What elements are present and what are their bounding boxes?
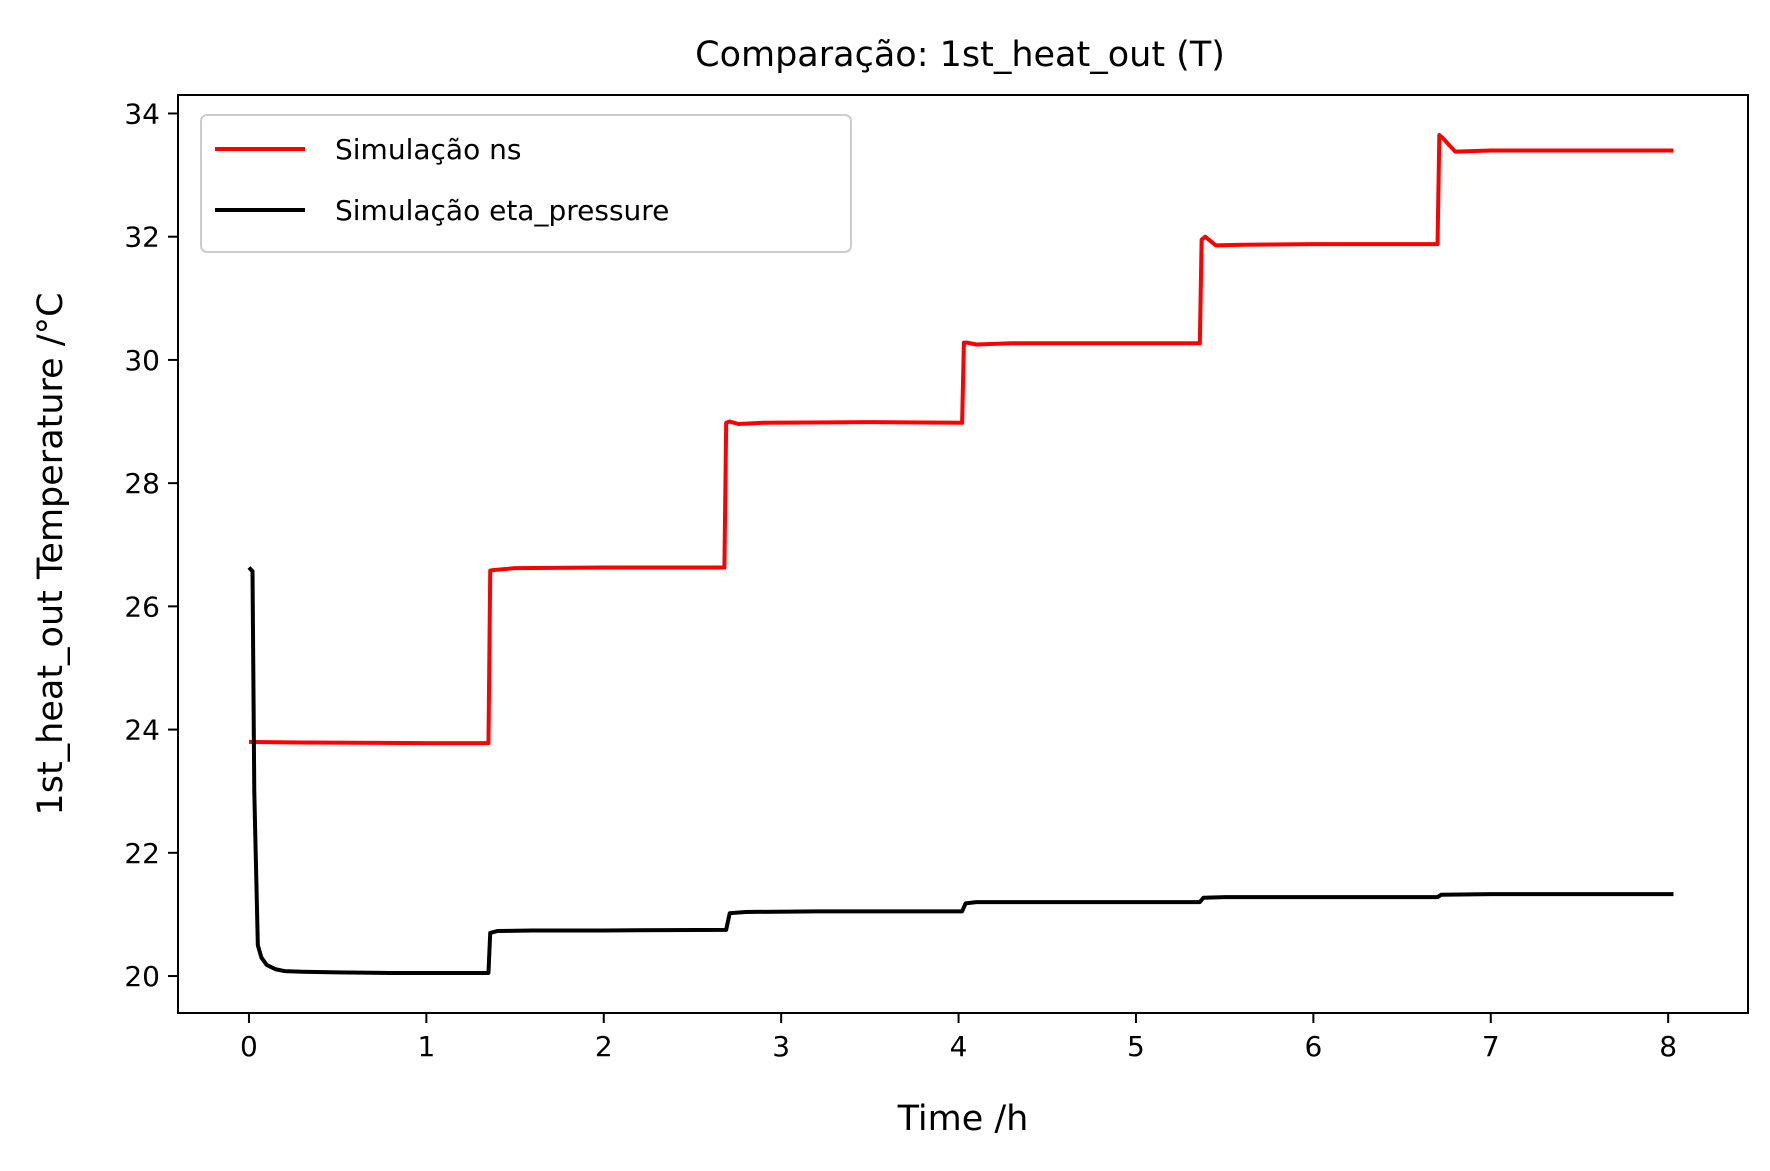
y-axis-ticks: 20 22 24 26 28 30 32 34 [124,97,178,993]
x-tick-label: 0 [240,1030,258,1063]
plot-area-frame [177,94,1749,1014]
series-line-1 [247,566,1674,975]
y-tick-label: 28 [124,467,160,500]
y-tick-label: 26 [124,590,160,623]
legend-box [200,114,852,253]
x-tick-label: 1 [417,1030,435,1063]
y-axis-label: 1st_heat_out Temperature /°C [31,292,71,815]
x-tick-label: 3 [772,1030,790,1063]
series-layer [247,133,1674,975]
y-tick-label: 22 [124,837,160,870]
x-axis-label: Time /h [897,1099,1029,1139]
legend-label-ns: Simulação ns [335,133,521,166]
x-tick-label: 5 [1127,1030,1145,1063]
x-axis-ticks: 0 1 2 3 4 5 6 7 8 [240,1013,1677,1063]
legend-label-eta-pressure: Simulação eta_pressure [335,194,669,227]
y-tick-label: 20 [124,960,160,993]
x-tick-label: 7 [1482,1030,1500,1063]
x-tick-label: 8 [1659,1030,1677,1063]
x-tick-label: 4 [950,1030,968,1063]
y-tick-label: 34 [124,97,160,130]
y-tick-label: 32 [124,221,160,254]
x-tick-label: 2 [595,1030,613,1063]
x-tick-label: 6 [1304,1030,1322,1063]
chart-title: Comparação: 1st_heat_out (T) [695,35,1225,75]
y-tick-label: 24 [124,714,160,747]
y-tick-label: 30 [124,344,160,377]
series-line-0 [248,133,1674,746]
legend: Simulação ns Simulação eta_pressure [200,114,852,253]
